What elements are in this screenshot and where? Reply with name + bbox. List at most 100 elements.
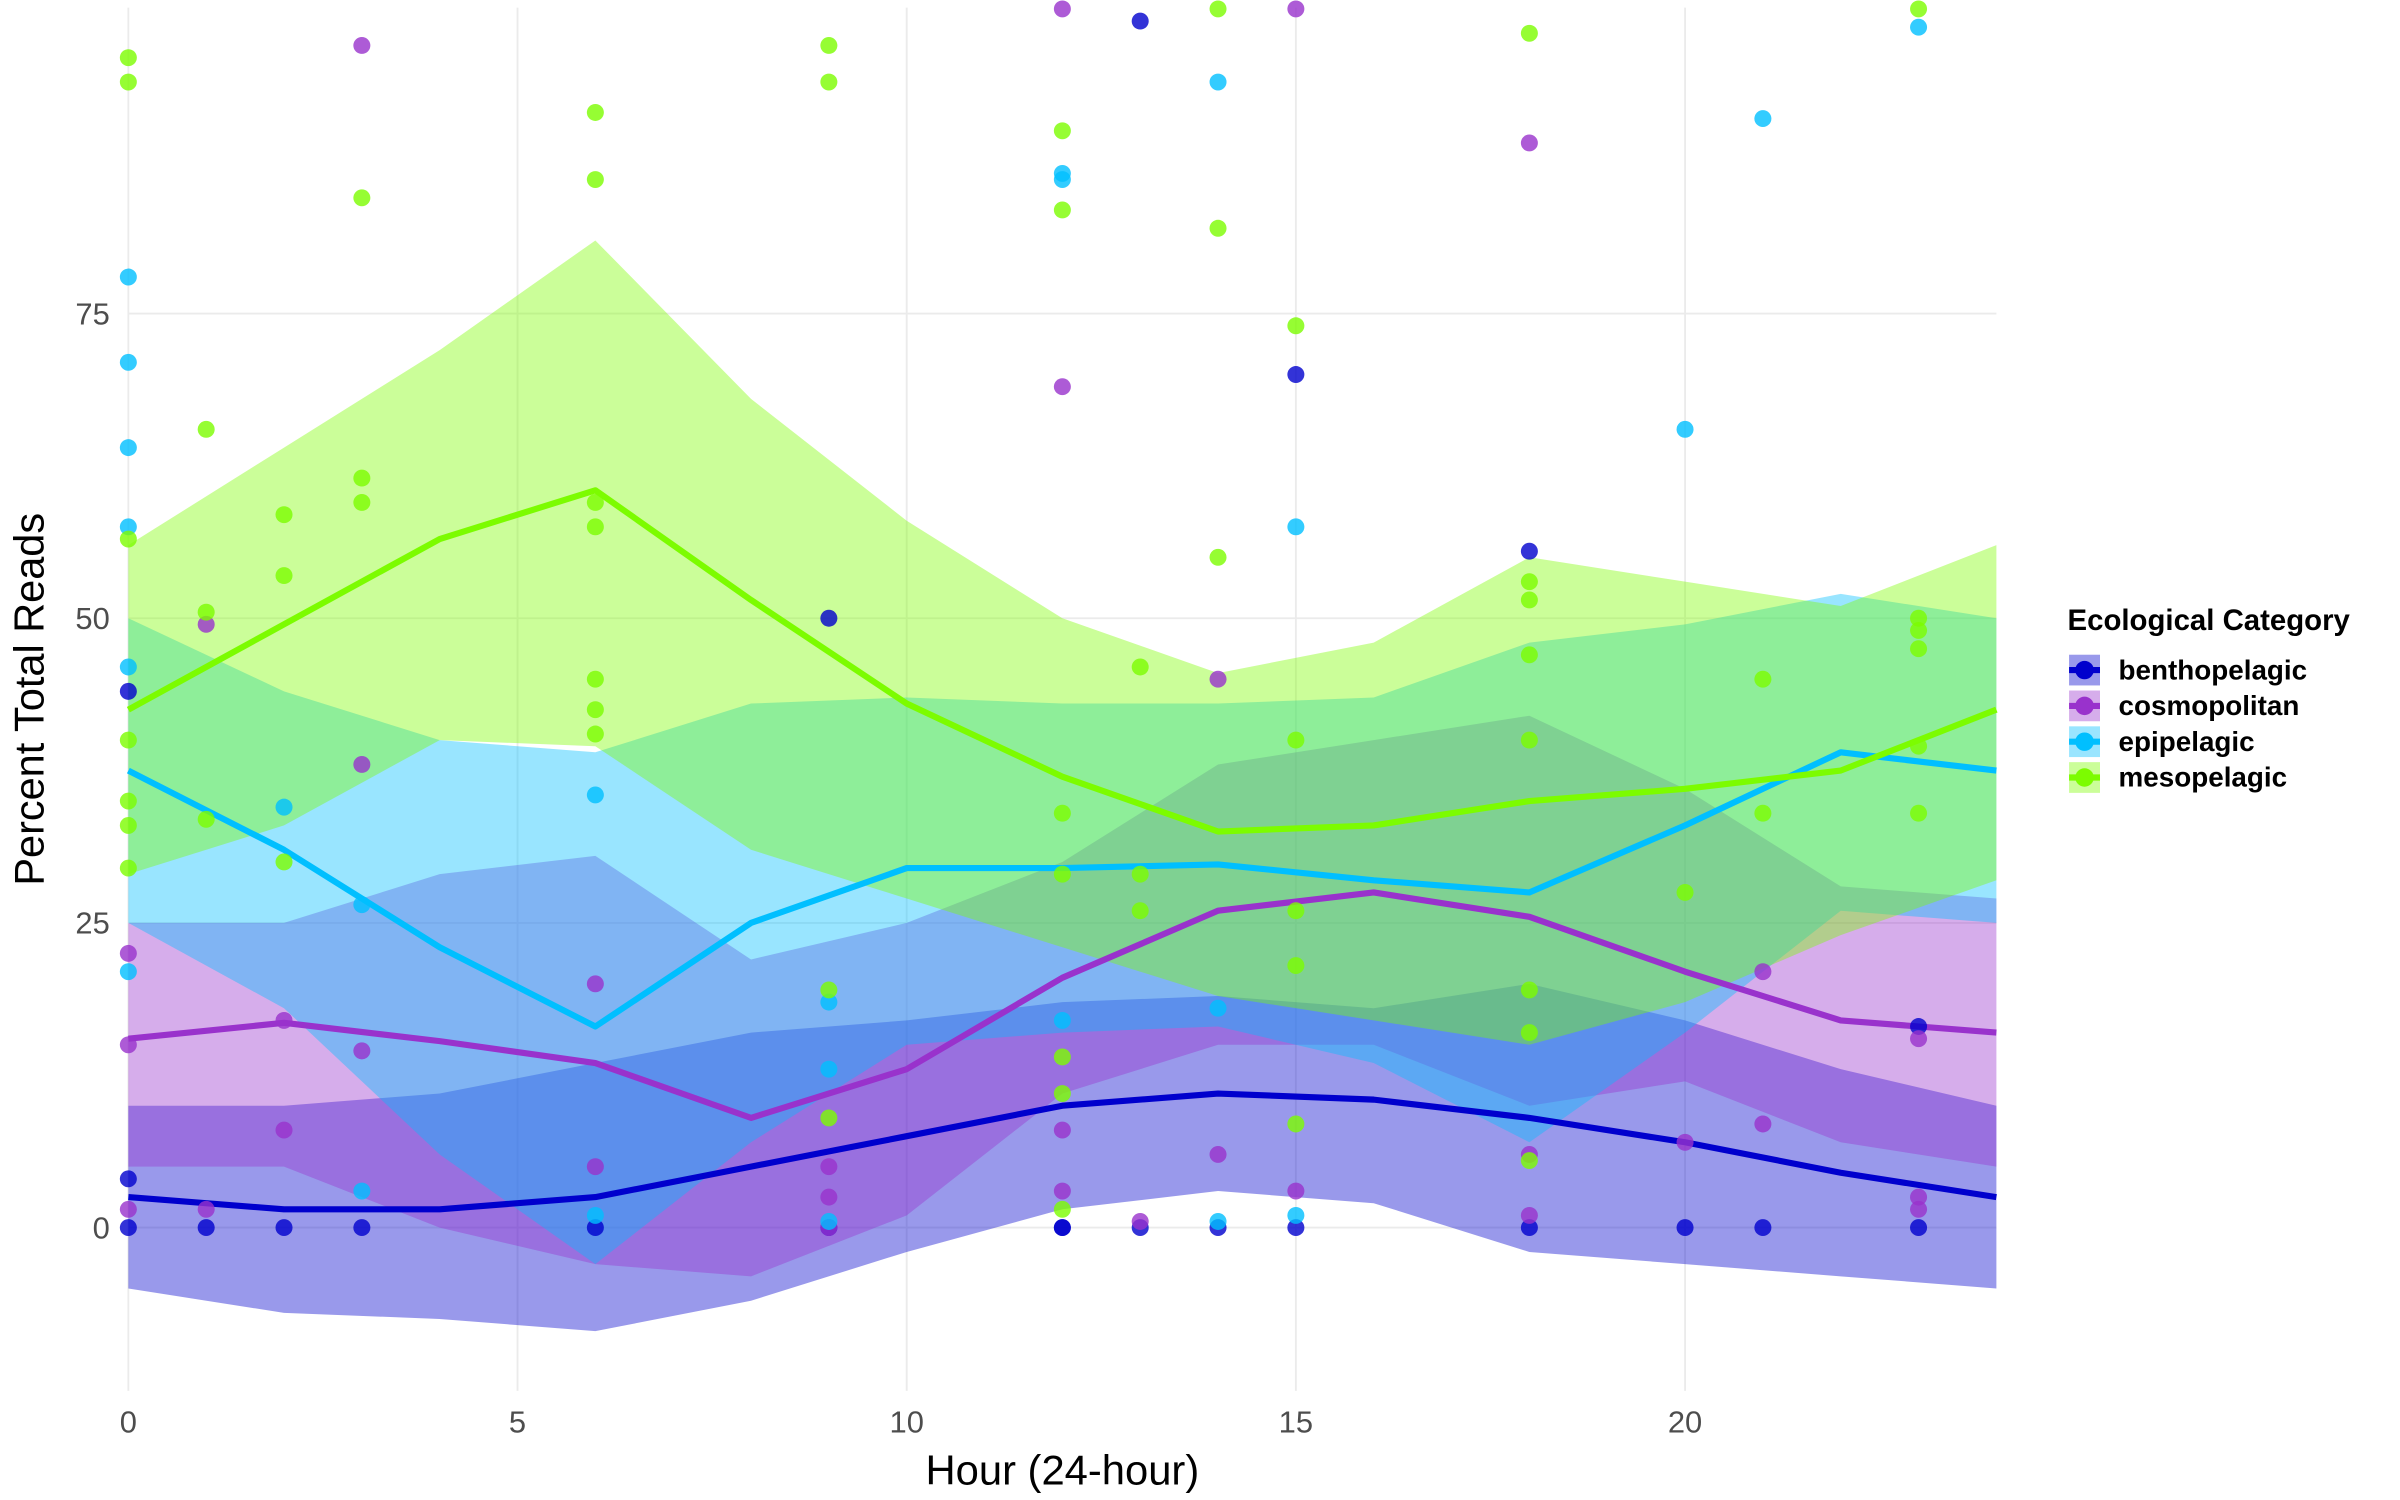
data-point	[1520, 591, 1538, 609]
legend-key-point	[2075, 660, 2094, 680]
data-point	[119, 1219, 137, 1237]
data-point	[1287, 0, 1305, 18]
data-point	[1131, 1213, 1149, 1230]
data-point	[119, 439, 137, 457]
x-axis-title: Hour (24-hour)	[926, 1447, 1200, 1494]
data-point	[353, 1042, 371, 1060]
data-point	[1754, 963, 1772, 981]
data-point	[353, 896, 371, 914]
data-point	[820, 1158, 838, 1176]
data-point	[1287, 317, 1305, 335]
x-tick-label: 10	[889, 1404, 923, 1439]
data-point	[1287, 902, 1305, 920]
data-point	[1754, 1115, 1772, 1133]
data-point	[1520, 1219, 1538, 1237]
data-point	[820, 1213, 838, 1230]
data-point	[1053, 0, 1071, 18]
data-point	[586, 701, 604, 719]
data-point	[1131, 658, 1149, 676]
data-point	[1910, 1018, 1928, 1035]
data-point	[197, 1219, 215, 1237]
data-point	[1676, 1133, 1694, 1151]
data-point	[1053, 804, 1071, 822]
x-tick-label: 0	[120, 1404, 137, 1439]
data-point	[119, 1200, 137, 1218]
data-point	[1910, 1219, 1928, 1237]
data-point	[1910, 609, 1928, 627]
confidence-ribbon	[128, 593, 1997, 1265]
data-point	[1910, 621, 1928, 639]
data-point	[1209, 219, 1227, 237]
data-point	[1910, 1200, 1928, 1218]
data-point	[586, 975, 604, 993]
data-point	[353, 494, 371, 511]
data-point	[1287, 1115, 1305, 1133]
data-point	[119, 73, 137, 91]
data-point	[1676, 883, 1694, 901]
data-point	[1520, 646, 1538, 664]
y-tick-label: 25	[75, 906, 109, 941]
data-point	[1676, 1219, 1694, 1237]
data-point	[586, 104, 604, 121]
data-point	[1287, 731, 1305, 749]
data-point	[820, 1188, 838, 1206]
legend-key-point	[2075, 696, 2094, 716]
data-point	[119, 518, 137, 536]
data-point	[586, 786, 604, 804]
data-point	[820, 609, 838, 627]
data-point	[275, 1121, 293, 1139]
data-point	[586, 725, 604, 743]
data-point	[1053, 1011, 1071, 1029]
data-point	[275, 1219, 293, 1237]
data-point	[586, 1158, 604, 1176]
data-point	[353, 756, 371, 773]
data-point	[119, 731, 137, 749]
data-point	[586, 494, 604, 511]
data-point	[119, 792, 137, 810]
legend-label: epipelagic	[2119, 726, 2255, 757]
data-point	[1287, 1206, 1305, 1224]
data-point	[1053, 201, 1071, 219]
data-point	[1131, 902, 1149, 920]
data-point	[1754, 110, 1772, 128]
data-point	[119, 530, 137, 548]
data-point	[197, 603, 215, 621]
legend-key-point	[2075, 732, 2094, 751]
data-point	[1520, 1206, 1538, 1224]
y-tick-label: 75	[75, 296, 109, 331]
data-point	[119, 1170, 137, 1188]
smooth-line	[126, 487, 1998, 835]
data-point	[1053, 378, 1071, 396]
confidence-ribbon	[128, 715, 1997, 1277]
data-point	[1053, 1219, 1071, 1237]
data-point	[1287, 957, 1305, 975]
data-point	[1287, 1219, 1305, 1237]
data-point	[1131, 12, 1149, 30]
x-tick-label: 5	[509, 1404, 526, 1439]
data-point	[119, 963, 137, 981]
data-point	[1910, 804, 1928, 822]
data-point	[1520, 1024, 1538, 1042]
data-point	[119, 49, 137, 67]
data-point	[820, 1060, 838, 1078]
data-point	[820, 981, 838, 999]
data-point	[275, 1011, 293, 1029]
data-point	[586, 518, 604, 536]
data-point	[1053, 1121, 1071, 1139]
data-point	[1209, 1213, 1227, 1230]
legend-key-point	[2075, 768, 2094, 787]
data-point	[1053, 1048, 1071, 1066]
data-point	[353, 1182, 371, 1200]
data-point	[1053, 1182, 1071, 1200]
data-point	[1209, 73, 1227, 91]
data-point	[586, 1219, 604, 1237]
data-point	[1131, 865, 1149, 883]
data-point	[1520, 24, 1538, 42]
data-point	[1520, 542, 1538, 560]
data-point	[1209, 670, 1227, 688]
data-point	[1209, 999, 1227, 1017]
data-point	[1287, 366, 1305, 383]
data-point	[119, 816, 137, 834]
data-point	[197, 420, 215, 438]
data-point	[820, 37, 838, 54]
